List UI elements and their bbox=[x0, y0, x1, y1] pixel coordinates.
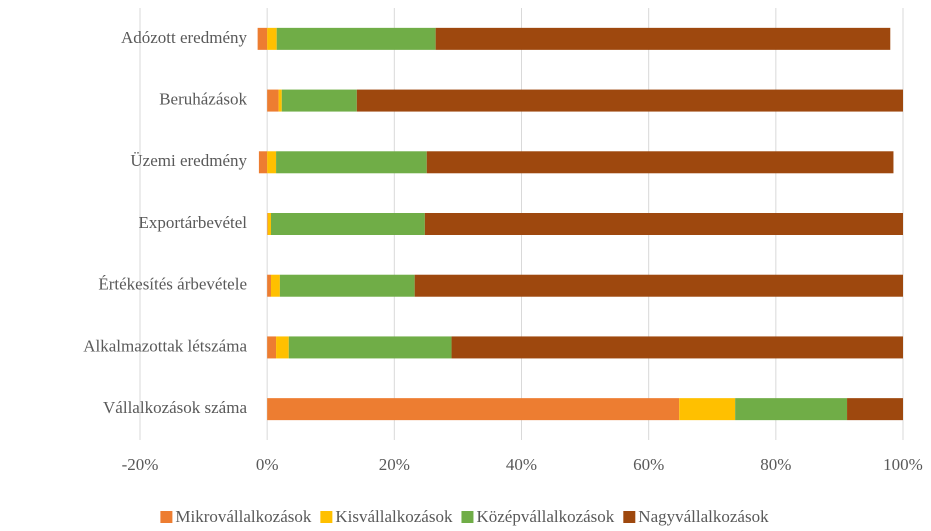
bar bbox=[679, 398, 736, 421]
bar bbox=[281, 89, 357, 112]
bar bbox=[257, 27, 268, 50]
legend-swatch bbox=[320, 511, 333, 523]
bar bbox=[267, 89, 279, 112]
bar bbox=[735, 398, 848, 421]
x-tick-label: 60% bbox=[633, 455, 664, 474]
x-tick-label: 100% bbox=[883, 455, 923, 474]
y-tick-label: Adózott eredmény bbox=[121, 28, 248, 47]
y-tick-label: Üzemi eredmény bbox=[130, 151, 247, 170]
bar bbox=[270, 274, 280, 297]
bar bbox=[847, 398, 903, 421]
bar bbox=[267, 398, 680, 421]
y-tick-label: Beruházások bbox=[159, 89, 247, 108]
legend-label: Mikrovállalkozások bbox=[175, 507, 311, 526]
bar bbox=[267, 27, 277, 50]
bar bbox=[267, 213, 271, 235]
legend-swatch bbox=[623, 511, 636, 523]
x-tick-label: 40% bbox=[506, 455, 537, 474]
bar bbox=[278, 89, 282, 112]
bar bbox=[258, 151, 268, 174]
y-tick-label: Értékesítés árbevétele bbox=[98, 275, 247, 294]
bar bbox=[267, 274, 271, 297]
y-tick-label: Exportárbevétel bbox=[138, 213, 247, 232]
bar bbox=[414, 274, 903, 297]
bar bbox=[279, 274, 415, 297]
x-tick-label: 0% bbox=[256, 455, 279, 474]
legend-swatch bbox=[461, 511, 474, 523]
bar bbox=[267, 213, 268, 235]
bar bbox=[424, 213, 903, 235]
x-tick-label: -20% bbox=[122, 455, 159, 474]
bar bbox=[356, 89, 903, 112]
legend-swatch bbox=[160, 511, 173, 523]
x-tick-label: 20% bbox=[379, 455, 410, 474]
bar bbox=[267, 151, 277, 174]
y-tick-label: Vállalkozások száma bbox=[103, 398, 247, 417]
bar bbox=[276, 27, 436, 50]
bar bbox=[435, 27, 891, 50]
bar bbox=[276, 151, 427, 174]
legend-label: Nagyvállalkozások bbox=[638, 507, 769, 526]
bar bbox=[267, 336, 277, 359]
legend-label: Kisvállalkozások bbox=[335, 507, 453, 526]
bar bbox=[288, 336, 452, 359]
bar bbox=[426, 151, 894, 174]
x-tick-label: 80% bbox=[760, 455, 791, 474]
bar bbox=[270, 213, 425, 235]
bar bbox=[451, 336, 903, 359]
y-tick-label: Alkalmazottak létszáma bbox=[83, 336, 247, 355]
bar bbox=[276, 336, 289, 359]
legend-label: Középvállalkozások bbox=[476, 507, 614, 526]
